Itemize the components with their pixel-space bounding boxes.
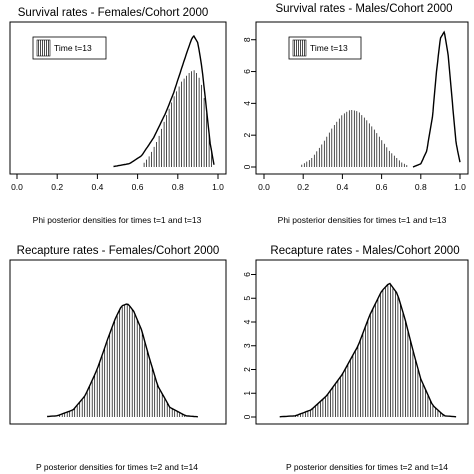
y-tick-label: 8 bbox=[242, 37, 252, 42]
legend-key-hatch bbox=[292, 39, 307, 57]
hatched-density-area bbox=[295, 285, 444, 417]
chart-title: Recapture rates - Females/Cohort 2000 bbox=[17, 245, 220, 257]
y-tick-label: 6 bbox=[242, 272, 252, 277]
legend: Time t=13 bbox=[32, 36, 107, 60]
legend-key-hatch bbox=[36, 39, 51, 57]
x-tick-label: 1.0 bbox=[454, 182, 466, 192]
legend-label: Time t=13 bbox=[310, 43, 348, 53]
y-tick-label: 0 bbox=[242, 164, 252, 169]
y-tick-label: 0 bbox=[242, 414, 252, 419]
y-tick-label: 3 bbox=[242, 343, 252, 348]
x-tick-label: 0.8 bbox=[172, 182, 184, 192]
x-tick-label: 0.2 bbox=[297, 182, 309, 192]
chart-title: Survival rates - Females/Cohort 2000 bbox=[18, 7, 208, 19]
panel-survival-males: Survival rates - Males/Cohort 2000 0.0 0.… bbox=[242, 3, 469, 225]
legend-label: Time t=13 bbox=[54, 43, 92, 53]
hatched-density-area bbox=[143, 70, 212, 167]
x-axis-label: P posterior densities for times t=2 and … bbox=[286, 462, 448, 472]
density-curve bbox=[113, 34, 215, 168]
x-axis: 0.0 0.2 0.4 0.6 0.8 1.0 bbox=[258, 174, 466, 192]
x-axis: 0.0 0.2 0.4 0.6 0.8 1.0 bbox=[11, 174, 224, 192]
hatched-density-area bbox=[59, 303, 186, 417]
legend-key-box bbox=[36, 39, 51, 57]
chart-title: Recapture rates - Males/Cohort 2000 bbox=[270, 245, 459, 257]
density-curve bbox=[47, 303, 198, 418]
x-tick-label: 0.2 bbox=[51, 182, 63, 192]
plot-frame bbox=[255, 259, 469, 425]
y-tick-label: 5 bbox=[242, 296, 252, 301]
panel-recapture-males: Recapture rates - Males/Cohort 2000 0 1 2 3… bbox=[242, 245, 469, 472]
y-tick-label: 6 bbox=[242, 69, 252, 74]
chart-title: Survival rates - Males/Cohort 2000 bbox=[275, 3, 452, 15]
y-axis: 0 2 4 6 8 bbox=[242, 37, 256, 169]
y-tick-label: 4 bbox=[242, 101, 252, 106]
panel-survival-females: Survival rates - Females/Cohort 2000 0.0… bbox=[9, 7, 227, 225]
x-tick-label: 1.0 bbox=[212, 182, 224, 192]
plot-frame bbox=[9, 21, 227, 175]
x-axis-label: Phi posterior densities for times t=1 an… bbox=[278, 215, 447, 225]
legend-box bbox=[32, 36, 107, 60]
x-tick-label: 0.0 bbox=[11, 182, 23, 192]
x-tick-label: 0.4 bbox=[336, 182, 348, 192]
x-axis-label: Phi posterior densities for times t=1 an… bbox=[33, 215, 202, 225]
legend-key-box bbox=[292, 39, 307, 57]
x-axis-label: P posterior densities for times t=2 and … bbox=[36, 462, 198, 472]
y-tick-label: 2 bbox=[242, 367, 252, 372]
panel-recapture-females: Recapture rates - Females/Cohort 2000 P … bbox=[9, 245, 227, 472]
y-axis: 0 1 2 3 4 5 6 bbox=[242, 272, 256, 419]
plot-frame bbox=[9, 259, 227, 425]
x-tick-label: 0.6 bbox=[376, 182, 388, 192]
legend-box bbox=[288, 36, 362, 60]
legend: Time t=13 bbox=[288, 36, 362, 60]
x-tick-label: 0.8 bbox=[415, 182, 427, 192]
x-tick-label: 0.4 bbox=[91, 182, 103, 192]
density-curve bbox=[412, 30, 461, 168]
plot-frame bbox=[255, 21, 469, 175]
x-tick-label: 0.6 bbox=[132, 182, 144, 192]
y-tick-label: 4 bbox=[242, 319, 252, 324]
hatched-density-area bbox=[301, 110, 408, 167]
density-curve bbox=[279, 282, 457, 418]
y-tick-label: 2 bbox=[242, 133, 252, 138]
y-tick-label: 1 bbox=[242, 391, 252, 396]
x-tick-label: 0.0 bbox=[258, 182, 270, 192]
